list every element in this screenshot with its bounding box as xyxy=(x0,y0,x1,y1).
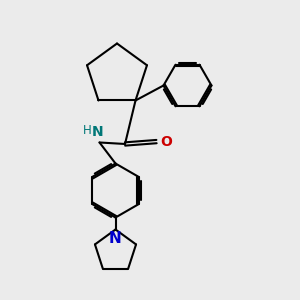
Text: H: H xyxy=(82,124,91,137)
Text: N: N xyxy=(109,231,122,246)
Text: O: O xyxy=(160,135,172,148)
Text: N: N xyxy=(92,125,104,140)
